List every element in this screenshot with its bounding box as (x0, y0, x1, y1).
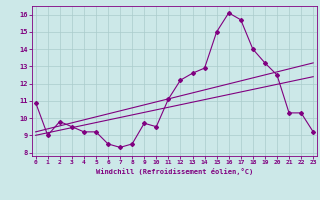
X-axis label: Windchill (Refroidissement éolien,°C): Windchill (Refroidissement éolien,°C) (96, 168, 253, 175)
